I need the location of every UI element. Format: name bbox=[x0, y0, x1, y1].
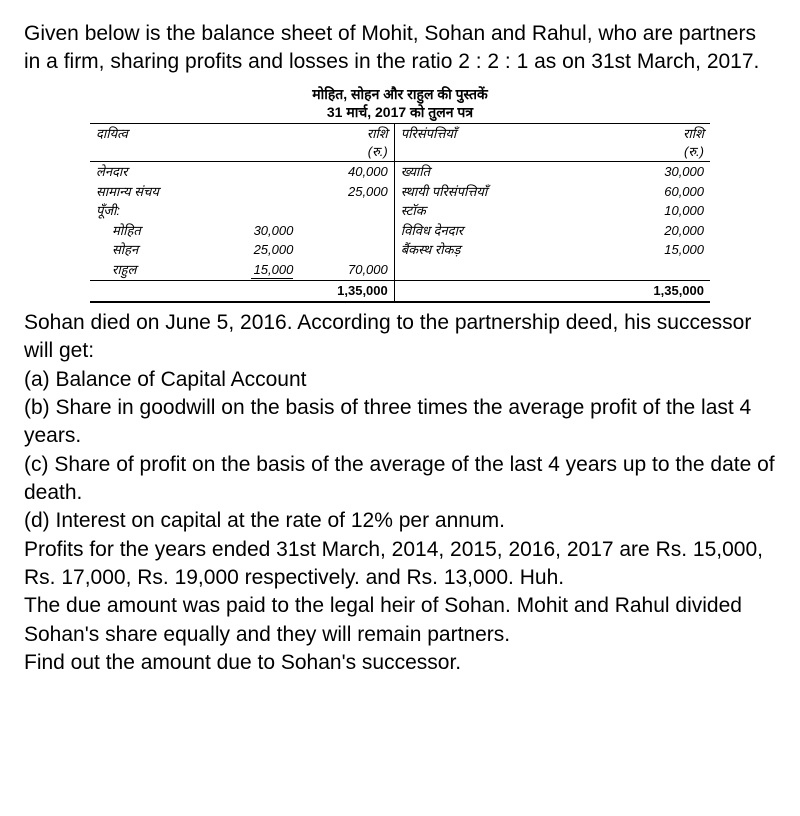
capital-value: 25,000 bbox=[227, 240, 307, 260]
capital-total: 70,000 bbox=[307, 260, 394, 281]
table-row: मोहित 30,000 विविध देनदार 20,000 bbox=[90, 221, 710, 241]
col-liabilities-label: दायित्व bbox=[90, 124, 227, 162]
asset-amount: 15,000 bbox=[623, 240, 710, 260]
table-row: पूँजी: स्टॉक 10,000 bbox=[90, 201, 710, 221]
reserve-label: सामान्य संचय bbox=[90, 182, 227, 202]
capital-name: सोहन bbox=[90, 240, 227, 260]
find-line: Find out the amount due to Sohan's succe… bbox=[24, 651, 461, 674]
table-row: सामान्य संचय 25,000 स्थायी परिसंपत्तियाँ… bbox=[90, 182, 710, 202]
asset-amount: 30,000 bbox=[623, 162, 710, 182]
item-a: (a) Balance of Capital Account bbox=[24, 368, 307, 391]
liabilities-total: 1,35,000 bbox=[307, 281, 394, 302]
col-assets-label: परिसंपत्तियाँ bbox=[394, 124, 623, 162]
capital-value: 30,000 bbox=[227, 221, 307, 241]
item-c: (c) Share of profit on the basis of the … bbox=[24, 453, 775, 504]
reserve-amount: 25,000 bbox=[307, 182, 394, 202]
asset-label: बैंकस्थ रोकड़ bbox=[394, 240, 623, 260]
col-amount-label-left: राशि bbox=[367, 126, 388, 141]
table-row: राहुल 15,000 70,000 bbox=[90, 260, 710, 281]
asset-amount: 20,000 bbox=[623, 221, 710, 241]
asset-amount: 10,000 bbox=[623, 201, 710, 221]
sheet-title-line1: मोहित, सोहन और राहुल की पुस्तकें bbox=[312, 86, 488, 102]
capital-name: मोहित bbox=[90, 221, 227, 241]
asset-label: स्टॉक bbox=[394, 201, 623, 221]
capital-name: राहुल bbox=[90, 260, 227, 281]
asset-label: विविध देनदार bbox=[394, 221, 623, 241]
capital-heading: पूँजी: bbox=[90, 201, 227, 221]
sheet-title-line2: 31 मार्च, 2017 को तुलन पत्र bbox=[327, 104, 473, 120]
table-row: सोहन 25,000 बैंकस्थ रोकड़ 15,000 bbox=[90, 240, 710, 260]
item-d: (d) Interest on capital at the rate of 1… bbox=[24, 509, 505, 532]
asset-label: ख्याति bbox=[394, 162, 623, 182]
col-currency-right: (रु.) bbox=[684, 144, 704, 159]
totals-row: 1,35,000 1,35,000 bbox=[90, 281, 710, 302]
capital-value: 15,000 bbox=[251, 261, 293, 280]
asset-label: स्थायी परिसंपत्तियाँ bbox=[394, 182, 623, 202]
creditors-label: लेनदार bbox=[90, 162, 227, 182]
profits-line: Profits for the years ended 31st March, … bbox=[24, 538, 763, 589]
following-text: Sohan died on June 5, 2016. According to… bbox=[24, 309, 776, 677]
creditors-amount: 40,000 bbox=[307, 162, 394, 182]
heir-line: The due amount was paid to the legal hei… bbox=[24, 594, 742, 645]
table-header-row: दायित्व राशि (रु.) परिसंपत्तियाँ राशि (र… bbox=[90, 124, 710, 162]
intro-paragraph: Given below is the balance sheet of Mohi… bbox=[24, 20, 776, 77]
col-currency-left: (रु.) bbox=[368, 144, 388, 159]
balance-sheet: मोहित, सोहन और राहुल की पुस्तकें 31 मार्… bbox=[24, 85, 776, 303]
col-amount-label-right: राशि bbox=[683, 126, 704, 141]
asset-amount: 60,000 bbox=[623, 182, 710, 202]
death-info: Sohan died on June 5, 2016. According to… bbox=[24, 311, 751, 362]
item-b: (b) Share in goodwill on the basis of th… bbox=[24, 396, 751, 447]
sheet-title: मोहित, सोहन और राहुल की पुस्तकें 31 मार्… bbox=[24, 85, 776, 121]
table-row: लेनदार 40,000 ख्याति 30,000 bbox=[90, 162, 710, 182]
assets-total: 1,35,000 bbox=[623, 281, 710, 302]
balance-sheet-table: दायित्व राशि (रु.) परिसंपत्तियाँ राशि (र… bbox=[90, 123, 710, 303]
